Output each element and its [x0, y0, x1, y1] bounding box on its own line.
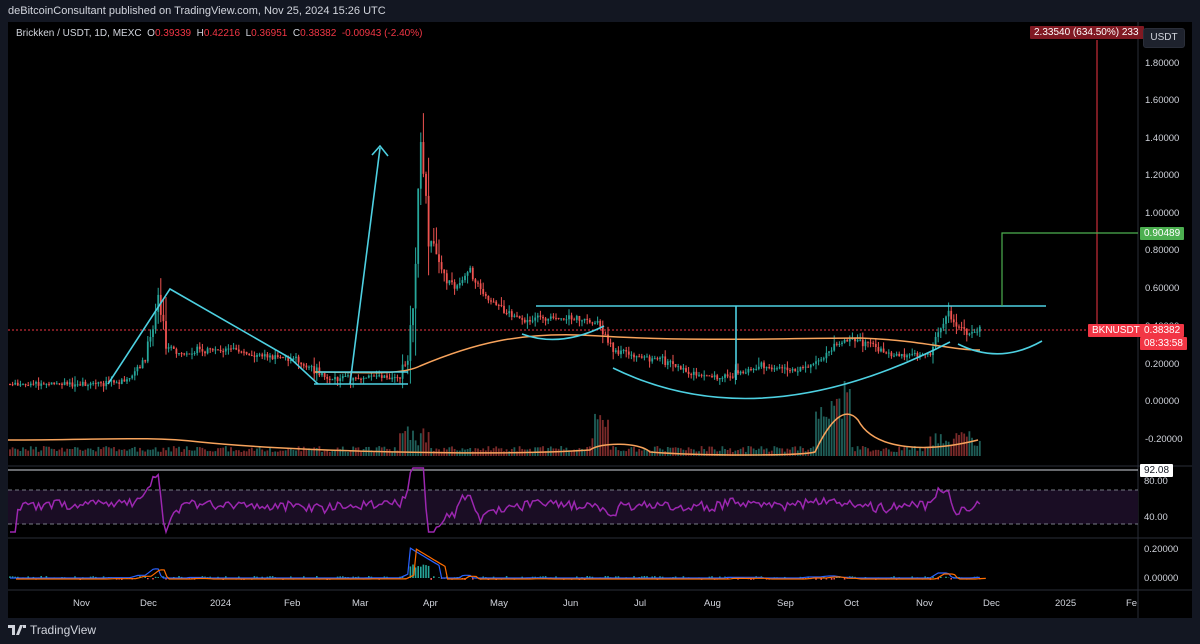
time-axis-label: 2024 [210, 598, 232, 609]
symbol-tag: BKNUSDT [1088, 324, 1144, 337]
time-axis-label: Oct [844, 598, 859, 609]
open-value: 0.39339 [154, 28, 192, 39]
open-label: O [147, 28, 155, 39]
macd-scale-020: 0.20000 [1144, 544, 1179, 555]
price-scale-label: 0.00000 [1145, 396, 1180, 407]
price-scale-label: 0.60000 [1145, 283, 1180, 294]
time-axis-label: Dec [140, 598, 157, 609]
time-axis-label: Dec [983, 598, 1000, 609]
time-axis-label: Aug [704, 598, 721, 609]
time-axis-label: Feb [284, 598, 301, 609]
time-axis-label: Mar [352, 598, 369, 609]
time-axis-label: Nov [73, 598, 90, 609]
time-axis-label: Nov [916, 598, 933, 609]
measure-tag: 2.33540 (634.50%) 233 [1030, 26, 1144, 39]
time-axis-label: Apr [423, 598, 438, 609]
symbol-name[interactable]: Brickken / USDT, 1D, MEXC [16, 28, 142, 39]
brand-label: TradingView [30, 623, 97, 637]
last-price-tag: 0.38382 [1140, 324, 1185, 337]
published-header: deBitcoinConsultant published on Trading… [0, 0, 1200, 22]
symbol-legend[interactable]: Brickken / USDT, 1D, MEXC O0.39339 H0.42… [16, 28, 422, 39]
chart-area[interactable] [8, 22, 1192, 618]
time-axis-label: Sep [777, 598, 794, 609]
price-scale-label: 0.20000 [1145, 359, 1180, 370]
price-scale-label: 1.20000 [1145, 170, 1180, 181]
price-scale-label: 1.40000 [1145, 133, 1180, 144]
currency-button[interactable]: USDT [1143, 28, 1185, 48]
low-label: L [245, 28, 252, 39]
high-value: 0.42216 [203, 28, 241, 39]
time-axis-label: Jul [634, 598, 647, 609]
time-axis-label: 2025 [1055, 598, 1077, 609]
change-value: -0.00943 (-2.40%) [341, 28, 423, 39]
time-axis-label: Fe [1126, 598, 1138, 609]
close-value: 0.38382 [300, 28, 337, 39]
time-axis-label: May [490, 598, 508, 609]
rsi-scale-80: 80.00 [1144, 476, 1168, 487]
target-price-tag: 0.90489 [1140, 227, 1185, 240]
rsi-scale-40: 40.00 [1144, 512, 1168, 523]
price-scale-label: -0.20000 [1145, 434, 1183, 445]
tradingview-logo-icon [8, 625, 26, 635]
price-scale-label: 1.60000 [1145, 95, 1180, 106]
price-scale-label: 0.80000 [1145, 245, 1180, 256]
tradingview-logo[interactable]: TradingView [8, 623, 96, 637]
price-scale-label: 1.00000 [1145, 208, 1180, 219]
countdown-tag: 08:33:58 [1140, 337, 1187, 350]
close-label: C [292, 28, 301, 39]
price-scale-label: 1.80000 [1145, 58, 1180, 69]
rsi-value-tag: 92.08 [1140, 464, 1174, 477]
macd-scale-000: 0.00000 [1144, 573, 1179, 584]
high-label: H [196, 28, 204, 39]
time-axis-label: Jun [563, 598, 579, 609]
low-value: 0.36951 [251, 28, 288, 39]
published-text: deBitcoinConsultant published on Trading… [8, 5, 386, 17]
